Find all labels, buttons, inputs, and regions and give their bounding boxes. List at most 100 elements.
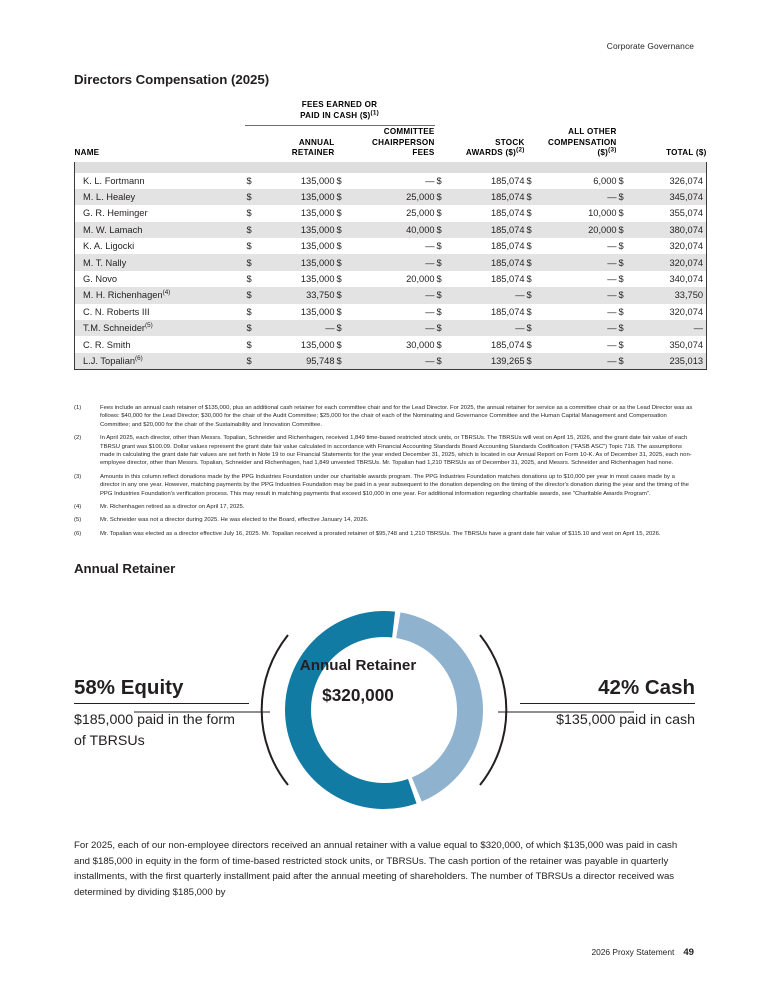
cell-total: — [632,320,708,337]
cell-total: 355,074 [632,205,708,222]
cell-currency-symbol: $ [524,188,541,206]
cell-stock-awards: 185,074 [490,208,525,219]
all-other-l2: COMPENSATION [548,137,617,147]
cell-currency-symbol: $ [436,274,442,285]
cell-currency-symbol: $ [618,339,624,350]
cell-stock-awards: — [450,320,525,337]
cell-stock-awards: 185,074 [450,188,525,206]
cell-all-other-compensation: 10,000 [588,208,617,219]
footnote-item: (6) Mr. Topalian was elected as a directo… [74,530,694,538]
col-header-committee-fees: COMMITTEE CHAIRPERSON FEES [351,127,435,162]
cell-currency-symbol: $ [524,320,541,337]
cell-committee-chairperson-fees: 20,000 [406,274,435,285]
cell-director-name: M. T. Nally [74,254,245,271]
footnote-item: (4) Mr. Richenhagen retired as a director… [74,503,694,511]
cell-currency-symbol: $ [434,221,451,239]
footnote-marker: (6) [74,530,82,537]
cell-director-name: M. H. Richenhagen(4) [74,287,245,304]
cell-currency-symbol: $ [616,352,633,370]
directors-compensation-table: FEES EARNED OR PAID IN CASH ($)(1) NAME … [73,100,708,371]
cell-all-other-compensation: — [607,306,617,317]
footnote-item: (5) Mr. Schneider was not a director duri… [74,516,694,524]
donut-svg [134,611,634,809]
cell-currency-symbol: $ [436,339,442,350]
table-row: G. R. Heminger $135,000 $25,000 $185,074 $10… [74,205,708,222]
col-header-annual-retainer: ANNUAL RETAINER [261,127,335,162]
cell-total: 345,074 [632,188,708,206]
cell-all-other-compensation: — [607,241,617,252]
cash-percent-label: 42% Cash [598,676,695,699]
annual-retainer-donut-chart: 58% Equity $185,000 paid in the form of … [74,592,695,827]
footnote-text: Fees include an annual cash retainer of … [100,405,693,428]
cell-currency-symbol: $ [524,221,541,239]
cell-annual-retainer: 135,000 [300,306,335,317]
cell-currency-symbol: $ [526,274,532,285]
cell-annual-retainer: 135,000 [260,254,335,271]
cell-committee-chairperson-fees: — [425,306,435,317]
cell-total: 326,074 [632,172,708,189]
cell-stock-awards: 185,074 [490,175,525,186]
table-row: M. H. Richenhagen(4) $33,750 $ — $ — $ — $33,750 [74,287,708,304]
footnote-marker: (2) [74,435,82,442]
cell-currency-symbol: $ [246,241,252,252]
table-row: T.M. Schneider(5) $ — $ — $ — $ — $ — [74,320,708,337]
cell-currency-symbol: $ [244,254,261,271]
footnote-item: (1) Fees include an annual cash retainer … [74,404,694,429]
cell-committee-chairperson-fees: — [425,175,435,186]
cell-stock-awards: 185,074 [490,306,525,317]
fees-earned-footnote-marker: (1) [370,108,379,116]
cell-all-other-compensation: — [540,287,617,304]
cell-currency-symbol: $ [334,221,351,239]
table-column-header-row: NAME ANNUAL RETAINER COMMITTEE CHAIRPERS… [75,127,707,162]
cell-committee-chairperson-fees: 30,000 [406,339,435,350]
cell-committee-chairperson-fees: — [350,320,435,337]
body-paragraph: For 2025, each of our non-employee direc… [74,840,678,898]
cell-currency-symbol: $ [334,352,351,370]
cell-director-name: C. R. Smith [74,336,245,353]
cell-annual-retainer: 135,000 [260,221,335,239]
directors-compensation-table-wrapper: FEES EARNED OR PAID IN CASH ($)(1) NAME … [73,100,708,371]
cell-committee-chairperson-fees: — [350,287,435,304]
stock-awards-l2: AWARDS ($) [465,148,517,157]
col-header-all-other-compensation: ALL OTHER COMPENSATION ($)(3) [541,127,617,162]
all-other-l1: ALL OTHER [568,127,617,136]
cell-currency-symbol: $ [336,175,342,186]
cell-all-other-compensation: — [540,188,617,206]
cell-currency-symbol: $ [616,254,633,271]
col-header-dollar-3 [435,127,451,162]
all-other-marker: (3) [608,146,617,154]
cell-director-name: M. W. Lamach [74,221,245,239]
fees-earned-line2: PAID IN CASH ($) [300,110,371,120]
donut-arc-cash [395,612,483,802]
cell-total: 235,013 [632,352,708,370]
cell-currency-symbol: $ [618,241,624,252]
footnote-marker: (5) [74,517,82,524]
name-footnote-marker: (6) [135,354,143,362]
footnote-text: Mr. Topalian was elected as a director e… [100,530,661,537]
cell-currency-symbol: $ [336,306,342,317]
left-bracket-icon [260,634,289,786]
cell-director-name: M. L. Healey [74,188,245,206]
cell-annual-retainer: 135,000 [300,175,335,186]
cell-total: 350,074 [632,336,708,353]
cell-currency-symbol: $ [434,287,451,304]
cell-currency-symbol: $ [524,352,541,370]
cell-currency-symbol: $ [618,306,624,317]
annual-retainer-l1: ANNUAL [298,137,335,147]
running-head: Corporate Governance [606,41,694,51]
group-header-rule [244,122,435,126]
footer-label: 2026 Proxy Statement [591,947,675,957]
cell-committee-chairperson-fees: — [350,352,435,370]
cell-currency-symbol: $ [526,208,532,219]
table-top-band [73,161,708,173]
cell-director-name: T.M. Schneider(5) [74,320,245,337]
cell-stock-awards: — [450,287,525,304]
table-row: G. Novo $135,000 $20,000 $185,074 $ — $340,074 [74,270,708,288]
cell-committee-chairperson-fees: 40,000 [350,221,435,239]
cell-annual-retainer: 135,000 [300,208,335,219]
cell-all-other-compensation: — [540,254,617,271]
cell-currency-symbol: $ [334,320,351,337]
table-row: C. R. Smith $135,000 $30,000 $185,074 $ — $350… [74,336,708,353]
cell-stock-awards: 185,074 [490,339,525,350]
